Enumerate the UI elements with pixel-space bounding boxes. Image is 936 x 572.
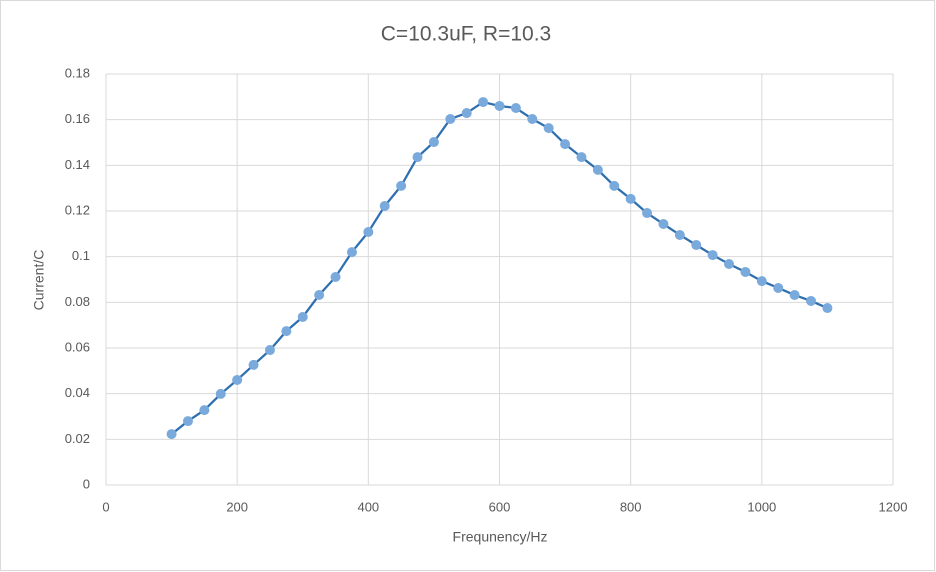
y-tick-label: 0.08: [65, 294, 90, 309]
data-point: [248, 359, 259, 370]
data-point: [642, 208, 653, 219]
y-tick-label: 0.14: [65, 157, 90, 172]
data-point: [215, 388, 226, 399]
data-point: [445, 113, 456, 124]
x-tick-label: 1000: [747, 499, 776, 514]
data-point: [396, 180, 407, 191]
chart-title: C=10.3uF, R=10.3: [381, 23, 551, 46]
data-point: [773, 282, 784, 293]
y-tick-label: 0: [83, 476, 90, 491]
data-point: [625, 193, 636, 204]
data-point: [674, 229, 685, 240]
y-tick-label: 0.16: [65, 111, 90, 126]
x-axis-label: Frequnency/Hz: [453, 529, 548, 545]
data-point: [707, 250, 718, 261]
y-tick-label: 0.04: [65, 385, 90, 400]
x-tick-label: 1200: [879, 499, 908, 514]
data-point: [314, 290, 325, 301]
data-point: [264, 345, 275, 356]
data-point: [346, 247, 357, 258]
y-tick-label: 0.1: [72, 248, 90, 263]
data-point: [527, 113, 538, 124]
x-tick-label: 0: [102, 499, 109, 514]
data-point: [428, 137, 439, 148]
data-point: [412, 152, 423, 163]
data-point: [478, 97, 489, 108]
x-tick-label: 200: [226, 499, 248, 514]
data-point: [297, 311, 308, 322]
data-point: [166, 429, 177, 440]
data-point: [756, 276, 767, 287]
data-point: [658, 219, 669, 230]
x-tick-label: 600: [489, 499, 511, 514]
y-tick-label: 0.18: [65, 65, 90, 80]
data-point: [379, 200, 390, 211]
data-point: [199, 405, 210, 416]
data-point: [232, 374, 243, 385]
data-point: [182, 416, 193, 427]
y-tick-label: 0.12: [65, 202, 90, 217]
data-point: [822, 303, 833, 314]
y-axis-label: Current/C: [31, 250, 47, 311]
data-point: [494, 100, 505, 111]
y-tick-label: 0.06: [65, 339, 90, 354]
data-point: [789, 290, 800, 301]
data-point: [806, 295, 817, 306]
data-point: [740, 266, 751, 277]
data-point: [592, 164, 603, 175]
data-point: [543, 123, 554, 134]
data-point: [330, 271, 341, 282]
data-point: [724, 258, 735, 269]
data-point: [281, 326, 292, 337]
y-tick-label: 0.02: [65, 431, 90, 446]
data-point: [363, 227, 374, 238]
data-point: [691, 240, 702, 251]
data-point: [461, 108, 472, 119]
data-point: [576, 152, 587, 163]
x-tick-label: 800: [620, 499, 642, 514]
data-point: [510, 103, 521, 114]
data-point: [560, 139, 571, 150]
x-tick-label: 400: [357, 499, 379, 514]
data-point: [609, 180, 620, 191]
